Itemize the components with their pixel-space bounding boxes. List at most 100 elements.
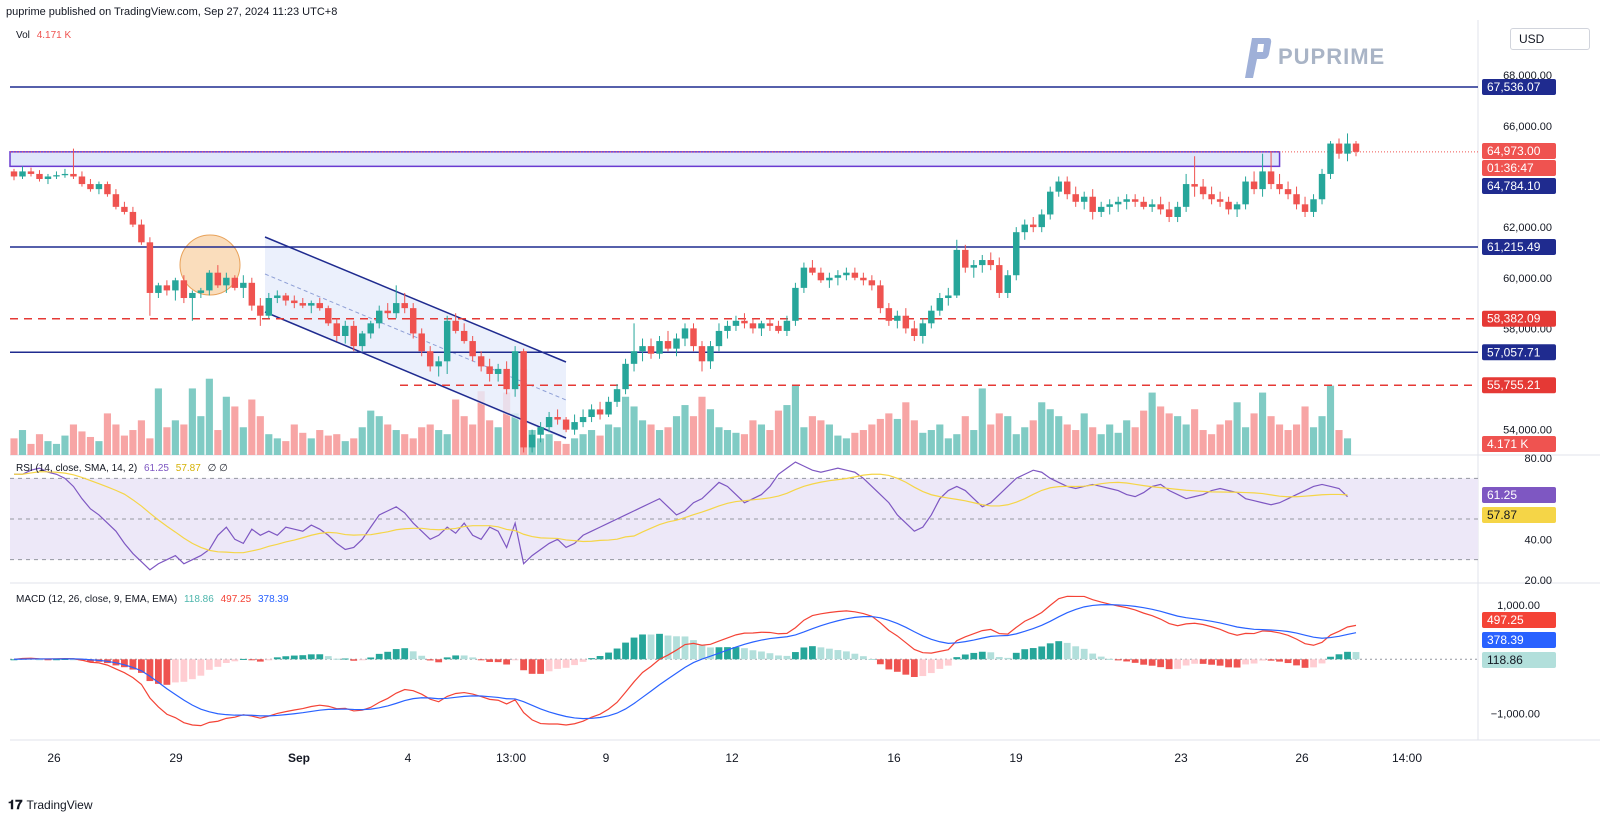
volume-bar bbox=[129, 430, 137, 455]
macd-legend[interactable]: MACD (12, 26, close, 9, EMA, EMA) 118.86… bbox=[16, 594, 293, 605]
volume-bar bbox=[307, 438, 315, 455]
volume-bar bbox=[188, 388, 196, 455]
candle-body bbox=[545, 417, 553, 428]
volume-bar bbox=[214, 430, 222, 455]
price-tags: 67,536.07 61,215.49 58,382.09 57,057.71 55,7… bbox=[1482, 78, 1556, 668]
volume-bar bbox=[613, 427, 621, 455]
candle bbox=[1097, 201, 1105, 217]
candle bbox=[987, 252, 994, 271]
volume-tag: 4.171 K bbox=[1487, 437, 1528, 451]
candle-body bbox=[503, 368, 510, 390]
candle bbox=[1216, 191, 1224, 207]
candle-body bbox=[10, 171, 18, 177]
candle bbox=[180, 275, 188, 304]
volume-bar bbox=[486, 420, 494, 455]
macd-histogram-bar bbox=[256, 659, 264, 662]
candlesticks[interactable] bbox=[10, 133, 1360, 453]
candle-body bbox=[299, 303, 307, 306]
candle-body bbox=[630, 351, 638, 364]
tradingview-logo-icon: 𝟏𝟕 bbox=[8, 797, 23, 812]
candle bbox=[155, 282, 162, 299]
volume-bar bbox=[715, 427, 723, 455]
rsi-value-tag-bg bbox=[1482, 487, 1556, 503]
candle-body bbox=[588, 409, 595, 418]
candle-body bbox=[1293, 194, 1300, 205]
macd-histogram-bar bbox=[1233, 659, 1241, 668]
volume-bar bbox=[10, 438, 18, 455]
candle bbox=[588, 404, 595, 423]
candle-body bbox=[656, 341, 663, 354]
candle-body bbox=[1352, 143, 1360, 152]
macd-histogram-bar bbox=[316, 654, 324, 660]
volume-bar bbox=[443, 434, 451, 455]
macd-histogram-bar bbox=[1055, 641, 1063, 660]
zone-bottom-tag: 64,784.10 bbox=[1487, 179, 1541, 193]
currency-selector[interactable]: USD bbox=[1510, 28, 1590, 50]
candle bbox=[10, 168, 18, 181]
rsi-legend[interactable]: RSI (14, close, SMA, 14, 2) 61.25 57.87 … bbox=[16, 463, 232, 474]
candle bbox=[605, 396, 612, 418]
volume-bar bbox=[1012, 434, 1020, 455]
volume-bar bbox=[256, 416, 264, 455]
volume-bar bbox=[630, 406, 638, 455]
level-price-tag-bg bbox=[1482, 78, 1556, 95]
macd-histogram-bar bbox=[1097, 656, 1105, 660]
volume-bar bbox=[1174, 416, 1182, 455]
candle bbox=[520, 348, 527, 453]
volume-bar bbox=[78, 431, 86, 455]
candle bbox=[197, 287, 205, 299]
candle-body bbox=[155, 285, 162, 293]
macd-histogram-bar bbox=[1089, 653, 1097, 660]
macd-histogram-bar bbox=[545, 659, 553, 672]
macd-legend-signal: 378.39 bbox=[257, 594, 289, 605]
candle-body bbox=[911, 328, 918, 336]
macd-histogram-bar bbox=[698, 645, 706, 660]
macd-histogram-bar bbox=[656, 633, 663, 660]
candle-body bbox=[95, 184, 103, 190]
macd-legend-hist: 118.86 bbox=[183, 594, 214, 605]
candle-body bbox=[443, 320, 451, 362]
candle-body bbox=[172, 280, 179, 291]
macd-histogram-bar bbox=[87, 659, 94, 662]
volume-bar bbox=[392, 430, 400, 455]
volume-bar bbox=[401, 434, 409, 455]
macd-histogram-bar bbox=[732, 647, 740, 660]
candle bbox=[95, 181, 103, 195]
macd-histogram-bar bbox=[1131, 659, 1139, 663]
volume-bar bbox=[112, 424, 120, 455]
volume-bar bbox=[1038, 402, 1046, 455]
candle-body bbox=[384, 310, 391, 314]
candle-body bbox=[1157, 204, 1164, 210]
countdown-tag-bg bbox=[1482, 160, 1556, 176]
candle bbox=[70, 148, 77, 180]
candle bbox=[1072, 186, 1079, 207]
candle bbox=[494, 363, 502, 382]
candle-body bbox=[1233, 204, 1241, 210]
candle-body bbox=[1327, 143, 1334, 174]
axes: 68,000.0066,000.0062,000.0060,000.0058,0… bbox=[47, 70, 1552, 765]
volume-bar bbox=[358, 427, 366, 455]
volume-bar bbox=[944, 438, 952, 455]
candle-body bbox=[163, 285, 171, 291]
volume-bar bbox=[1199, 430, 1207, 455]
tradingview-footer[interactable]: 𝟏𝟕 TradingView bbox=[8, 797, 93, 813]
macd-histogram-bar bbox=[239, 658, 247, 660]
volume-bar bbox=[851, 432, 859, 455]
volume-bar bbox=[953, 434, 961, 455]
macd-histogram-bar bbox=[265, 659, 273, 661]
macd-histogram-bar bbox=[1029, 648, 1037, 660]
macd-histogram-bar bbox=[1318, 659, 1326, 664]
volume-bar bbox=[477, 391, 485, 455]
level-price-tag-bg bbox=[1482, 344, 1556, 361]
macd-legend-label: MACD (12, 26, close, 9, EMA, EMA) bbox=[16, 594, 178, 605]
macd-histogram-bar bbox=[520, 659, 528, 671]
macd-histogram-bar bbox=[902, 659, 910, 675]
channel-mid-line bbox=[264, 273, 567, 401]
candle bbox=[928, 305, 935, 329]
candle bbox=[1250, 171, 1258, 195]
rsi-ma-line bbox=[14, 471, 1348, 554]
volume-bar bbox=[579, 434, 587, 455]
candle-body bbox=[1250, 181, 1258, 190]
volume-legend[interactable]: Vol 4.171 K bbox=[16, 30, 75, 41]
